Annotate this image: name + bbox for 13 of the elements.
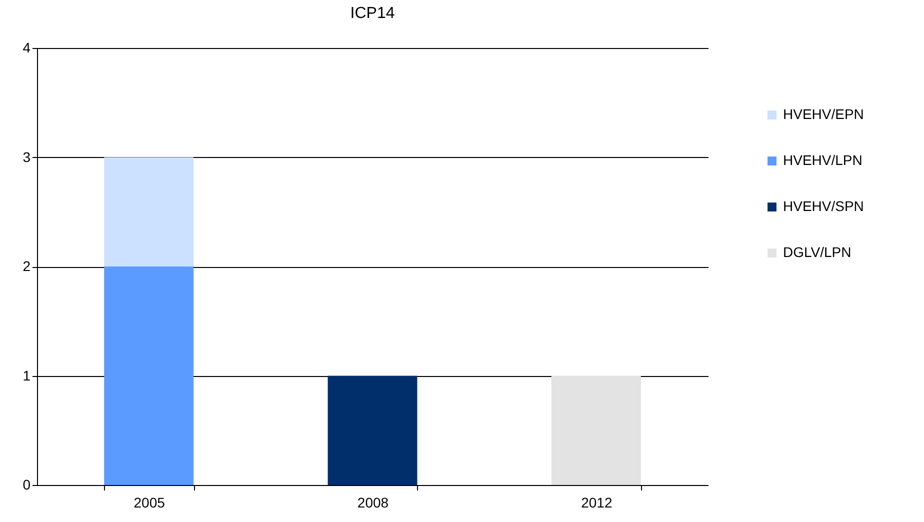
x-tick-label: 2012 [581,494,612,510]
y-tick-label: 2 [22,258,31,274]
y-tick-label: 1 [22,367,31,384]
x-tick-label: 2008 [357,494,389,510]
x-tick-label: 2005 [134,494,166,510]
legend-label: DGLV/LPN [783,244,852,260]
legend-label: HVEHV/LPN [783,152,862,168]
y-tick-label: 0 [22,476,31,492]
legend-label: HVEHV/EPN [783,106,864,122]
y-tick-label: 3 [22,148,31,165]
legend-label: HVEHV/SPN [783,198,864,214]
y-tick-label: 4 [22,40,31,56]
chart-title: ICP14 [350,5,395,22]
